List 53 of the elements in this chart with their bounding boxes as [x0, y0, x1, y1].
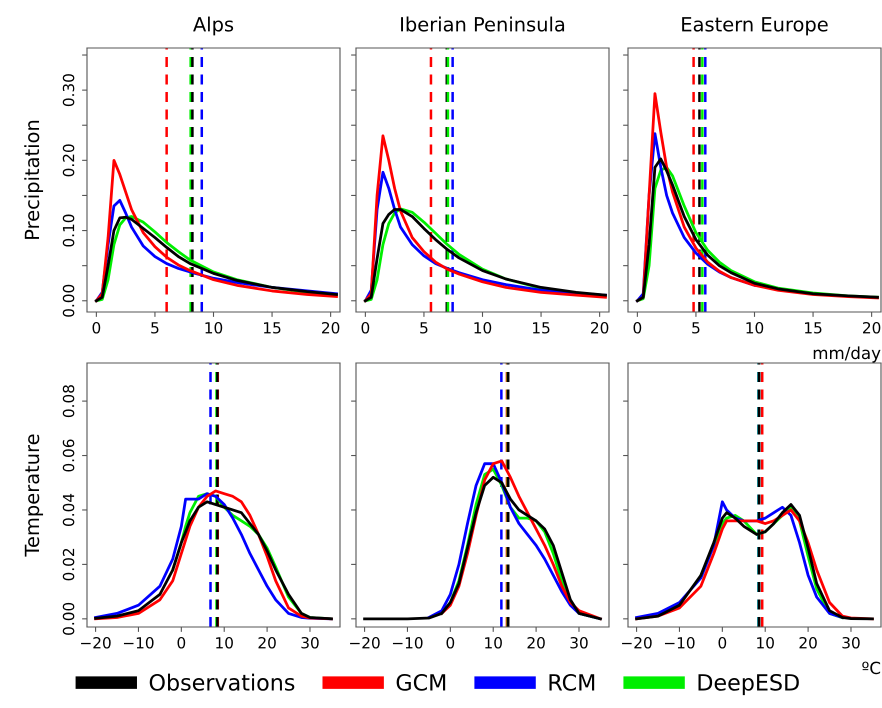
- chart-title: Alps: [193, 16, 234, 36]
- x-tick-label: 10: [746, 322, 764, 334]
- y-tick-label: 0.00: [62, 602, 74, 635]
- legend-label: DeepESD: [698, 674, 799, 696]
- y-tick-label: 0.00: [62, 284, 74, 317]
- x-tick-label: 20: [258, 636, 276, 649]
- legend-label: RCM: [549, 674, 594, 691]
- x-tick-label: 15: [805, 322, 822, 334]
- chart-title: Iberian Peninsula: [401, 16, 564, 32]
- x-tick-label: 0: [718, 636, 726, 649]
- legend-label: Observations: [150, 674, 294, 691]
- legend-label: GCM: [396, 674, 446, 691]
- x-tick-label: 0: [92, 322, 100, 334]
- x-tick-label: 20: [800, 636, 817, 649]
- y-tick-label: 0.30: [62, 74, 74, 106]
- x-tick-label: 0: [446, 636, 454, 649]
- x-tick-label: 20: [528, 636, 545, 649]
- x-tick-label: 0: [177, 636, 186, 649]
- x-tick-label: −10: [664, 636, 695, 649]
- x-tick-label: 30: [301, 636, 319, 649]
- x-tick-label: 20: [863, 322, 880, 334]
- y-tick-label: 0.06: [62, 439, 74, 472]
- x-tick-label: 10: [485, 636, 502, 649]
- x-tick-label: −20: [350, 636, 380, 649]
- y-tick-label: 0.10: [62, 214, 74, 247]
- x-tick-label: 10: [205, 322, 222, 334]
- x-tick-label: 5: [692, 322, 700, 334]
- x-tick-label: 20: [322, 322, 340, 334]
- x-tick-label: 10: [474, 322, 492, 334]
- x-tick-label: 20: [591, 322, 608, 334]
- y-axis-title: Temperature: [24, 434, 44, 557]
- y-axis-title: Precipitation: [24, 120, 44, 239]
- x-tick-label: 5: [151, 322, 158, 334]
- x-tick-label: −20: [81, 636, 111, 649]
- x-tick-label: 30: [570, 636, 588, 649]
- x-tick-label: 10: [216, 636, 233, 649]
- x-tick-label: 10: [757, 636, 774, 649]
- x-tick-label: −10: [124, 636, 154, 649]
- x-tick-label: −20: [622, 636, 652, 649]
- y-tick-label: 0.04: [62, 494, 74, 526]
- x-axis-title: mm/day: [814, 346, 881, 362]
- x-tick-label: 5: [420, 322, 428, 334]
- x-tick-label: 15: [533, 322, 550, 334]
- x-tick-label: 15: [264, 322, 280, 334]
- x-tick-label: 0: [634, 322, 642, 334]
- y-tick-label: 0.08: [62, 385, 74, 418]
- x-tick-label: 0: [362, 322, 370, 334]
- x-tick-label: 30: [842, 636, 860, 649]
- chart-title: Eastern Europe: [682, 17, 828, 36]
- x-axis-title: ºC: [862, 662, 880, 674]
- x-tick-label: −10: [392, 636, 423, 649]
- y-tick-label: 0.20: [62, 144, 74, 176]
- y-tick-label: 0.02: [62, 548, 74, 580]
